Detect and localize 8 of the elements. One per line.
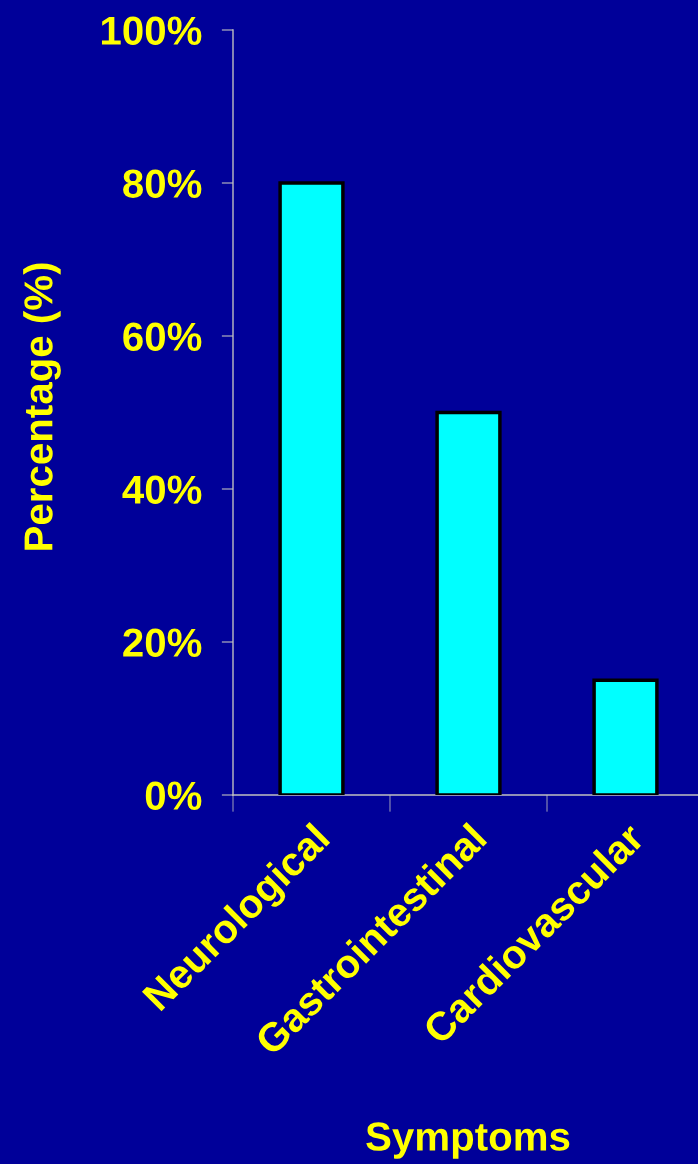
y-tick-label: 0% <box>145 781 202 810</box>
x-axis-title: Symptoms <box>366 1122 570 1159</box>
y-tick-label: 60% <box>123 322 202 351</box>
y-tick-label: 20% <box>123 628 202 657</box>
y-tick-label: 100% <box>101 16 202 45</box>
y-axis-title: Percentage (%) <box>23 263 61 550</box>
y-tick-label: 80% <box>123 169 202 198</box>
y-tick-label: 40% <box>122 475 202 504</box>
